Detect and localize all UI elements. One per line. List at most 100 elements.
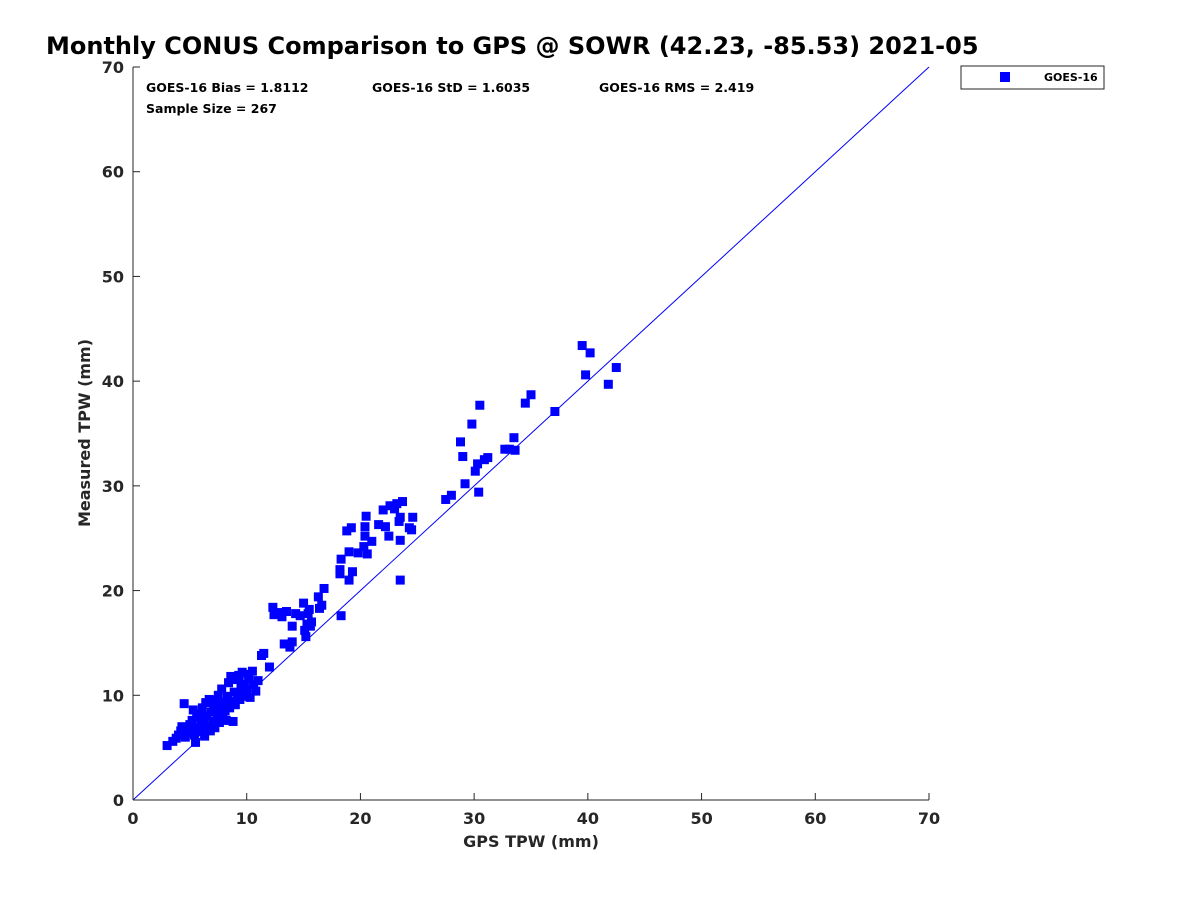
data-point: [342, 526, 352, 536]
data-point: [380, 522, 390, 532]
data-point: [162, 741, 172, 751]
data-point: [204, 694, 214, 704]
data-point: [398, 497, 408, 507]
data-point: [219, 698, 229, 708]
data-point: [205, 726, 215, 736]
data-point: [206, 707, 216, 717]
data-point: [603, 379, 613, 389]
x-tick-label: 20: [349, 809, 371, 828]
data-point: [300, 625, 310, 635]
bias-stat: GOES-16 Bias = 1.8112: [146, 80, 308, 95]
data-point: [247, 666, 257, 676]
data-point: [225, 703, 235, 713]
data-point: [287, 637, 297, 647]
data-point: [239, 679, 249, 689]
data-point: [392, 499, 402, 509]
data-point: [187, 715, 197, 725]
data-point: [378, 505, 388, 515]
data-point: [210, 723, 220, 733]
data-point: [475, 400, 485, 410]
data-point: [191, 737, 201, 747]
data-point: [455, 437, 465, 447]
data-point: [177, 722, 187, 732]
data-point: [285, 642, 295, 652]
data-point: [362, 549, 372, 559]
data-point: [374, 520, 384, 530]
data-point: [228, 716, 238, 726]
data-point: [299, 598, 309, 608]
data-point: [282, 607, 292, 617]
reference-line-layer: [132, 66, 930, 801]
one-to-one-line: [132, 66, 930, 801]
data-point: [304, 604, 314, 614]
data-point: [360, 522, 370, 532]
data-point: [279, 639, 289, 649]
data-point: [408, 512, 418, 522]
data-points-layer: [162, 341, 621, 751]
legend-label: GOES-16: [1044, 71, 1098, 84]
data-point: [188, 705, 198, 715]
data-point: [249, 680, 259, 690]
data-point: [470, 466, 480, 476]
x-axis-ticks: 0 10 20 30 40 50 60 70: [127, 793, 940, 828]
data-point: [224, 678, 234, 688]
data-point: [336, 554, 346, 564]
data-point: [336, 611, 346, 621]
sample-size-stat: Sample Size = 267: [146, 101, 277, 116]
data-point: [217, 684, 227, 694]
data-point: [179, 699, 189, 709]
data-point: [344, 547, 354, 557]
data-point: [460, 479, 470, 489]
data-point: [347, 567, 357, 577]
data-point: [222, 691, 232, 701]
y-tick-label: 10: [102, 686, 124, 705]
y-axis-label: Measured TPW (mm): [75, 339, 94, 527]
data-point: [269, 610, 279, 620]
legend: GOES-16: [960, 65, 1105, 90]
data-point: [367, 536, 377, 546]
data-point: [202, 711, 212, 721]
data-point: [238, 691, 248, 701]
data-point: [307, 617, 317, 627]
data-point: [214, 718, 224, 728]
data-point: [287, 621, 297, 631]
data-point: [209, 701, 219, 711]
data-point: [313, 592, 323, 602]
data-point: [585, 348, 595, 358]
data-point: [446, 490, 456, 500]
data-point: [360, 531, 370, 541]
x-tick-label: 0: [127, 809, 138, 828]
data-point: [264, 662, 274, 672]
data-point: [200, 731, 210, 741]
data-point: [251, 686, 261, 696]
data-point: [526, 390, 536, 400]
data-point: [319, 583, 329, 593]
data-point: [301, 632, 311, 642]
legend-box: [960, 65, 1105, 90]
data-point: [467, 419, 477, 429]
x-tick-label: 10: [236, 809, 258, 828]
data-point: [395, 512, 405, 522]
legend-marker-square: [1000, 72, 1010, 82]
y-tick-label: 70: [102, 58, 124, 77]
data-point: [194, 709, 204, 719]
data-point: [244, 674, 254, 684]
data-point: [520, 398, 530, 408]
data-point: [291, 609, 301, 619]
y-axis-ticks: 0 10 20 30 40 50 60 70: [102, 58, 140, 810]
x-axis-label: GPS TPW (mm): [463, 832, 599, 851]
x-tick-label: 30: [463, 809, 485, 828]
data-point: [504, 444, 514, 454]
x-tick-label: 40: [577, 809, 599, 828]
data-point: [500, 444, 510, 454]
data-point: [226, 671, 236, 681]
data-point: [395, 575, 405, 585]
y-tick-label: 0: [113, 791, 124, 810]
data-point: [361, 511, 371, 521]
data-point: [213, 690, 223, 700]
data-point: [441, 494, 451, 504]
data-point: [237, 667, 247, 677]
data-point: [473, 459, 483, 469]
data-point: [230, 700, 240, 710]
data-point: [483, 453, 493, 463]
